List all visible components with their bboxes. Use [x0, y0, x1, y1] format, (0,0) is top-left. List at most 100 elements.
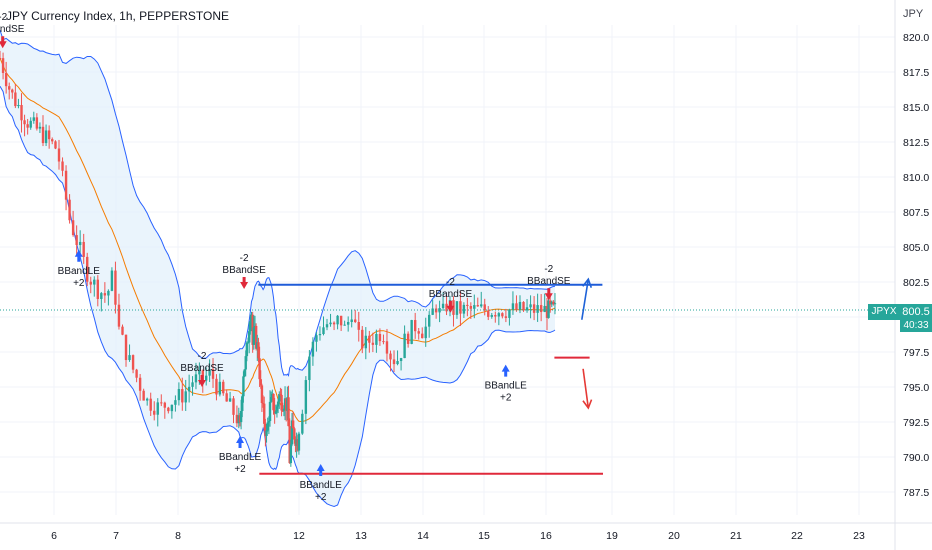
- bollinger-band-fill: [0, 30, 555, 507]
- y-tick-label-7: 802.5: [903, 277, 929, 289]
- candle-body: [552, 301, 555, 305]
- candle-body: [145, 398, 149, 401]
- candle-body: [269, 397, 273, 402]
- signal-label: BBandLE: [219, 452, 262, 463]
- candle-body: [11, 89, 14, 93]
- arrow-head-icon: [582, 399, 593, 410]
- candle-body: [282, 409, 286, 411]
- candle-body: [135, 369, 138, 378]
- candle-body: [47, 130, 51, 140]
- candle-76: [243, 369, 246, 378]
- x-tick-label-2: 8: [175, 530, 181, 542]
- candle-body: [260, 385, 264, 404]
- candle-133: [332, 321, 336, 331]
- signal-long-7: BBandLE+2: [485, 364, 527, 404]
- candle-body: [545, 305, 549, 318]
- candle-148: [385, 328, 389, 362]
- candle-body: [550, 301, 553, 305]
- candle-body: [304, 380, 308, 414]
- candle-189: [529, 295, 532, 319]
- basis-line: [0, 58, 556, 423]
- candle-body: [293, 428, 296, 440]
- candle-body: [452, 300, 455, 315]
- candle-body: [128, 355, 131, 361]
- arrow-shaft: [582, 368, 590, 409]
- candle-body: [181, 389, 184, 403]
- candle-195: [547, 297, 550, 319]
- candle-2: [4, 61, 8, 94]
- candle-body: [266, 422, 269, 431]
- candle-131: [325, 318, 329, 331]
- x-tick-label-1: 7: [113, 530, 119, 542]
- candle-150: [392, 350, 396, 373]
- candle-107: [279, 387, 282, 397]
- candle-36: [117, 293, 121, 330]
- candle-5: [14, 84, 17, 109]
- short-arrow-icon: [544, 288, 553, 301]
- x-tick-label-12: 23: [853, 530, 865, 542]
- candle-56: [187, 374, 191, 403]
- candle-143: [368, 330, 371, 353]
- candle-body: [281, 410, 284, 412]
- candle-66: [222, 379, 225, 396]
- candle-21: [64, 165, 68, 211]
- candle-58: [194, 362, 198, 390]
- candle-body: [350, 319, 353, 322]
- candle-body: [421, 333, 424, 339]
- candle-body: [177, 389, 181, 401]
- candle-body: [378, 333, 382, 342]
- candle-body: [232, 398, 235, 415]
- candle-160: [427, 311, 431, 338]
- candle-185: [515, 295, 518, 312]
- candle-139: [354, 309, 357, 324]
- candle-body: [121, 326, 124, 335]
- candle-body: [264, 423, 267, 436]
- candle-body: [539, 305, 543, 313]
- candle-body: [258, 358, 261, 380]
- candle-body: [245, 342, 249, 357]
- candle-body: [29, 120, 32, 128]
- candle-body: [142, 390, 145, 401]
- horizontal-levels: [0, 283, 895, 475]
- x-tick-label-7: 16: [540, 530, 552, 542]
- y-tick-label-10: 795.0: [903, 382, 929, 394]
- x-tick-label-5: 14: [417, 530, 429, 542]
- candle-136: [343, 320, 346, 326]
- candle-body: [17, 105, 20, 107]
- candle-14: [41, 115, 45, 147]
- candle-153: [403, 325, 406, 359]
- candle-body: [427, 314, 431, 327]
- candle-body: [445, 303, 448, 312]
- candle-body: [265, 430, 268, 436]
- candle-61: [204, 367, 208, 386]
- chart-title: JPY Currency Index, 1h, PEPPERSTONE: [6, 9, 229, 23]
- candle-34: [110, 267, 114, 292]
- candle-9: [26, 118, 29, 135]
- y-tick-label-5: 807.5: [903, 207, 929, 219]
- candle-body: [329, 322, 332, 325]
- x-tick-label-0: 6: [51, 530, 57, 542]
- candle-118: [291, 411, 295, 429]
- candle-body: [368, 335, 371, 343]
- candle-body: [357, 322, 360, 330]
- candle-63: [211, 358, 215, 388]
- candle-body: [86, 256, 89, 282]
- short-arrow-icon: [198, 375, 206, 387]
- candle-body: [518, 301, 522, 310]
- candle-179: [494, 311, 497, 323]
- candle-142: [364, 327, 368, 360]
- candle-body: [138, 377, 142, 391]
- candle-body: [483, 304, 486, 311]
- candle-body: [410, 320, 413, 344]
- candle-body: [23, 120, 26, 125]
- candle-167: [452, 296, 455, 327]
- candle-104: [275, 404, 279, 418]
- short-arrow-icon: [0, 36, 7, 49]
- candles: [0, 50, 557, 467]
- signal-label: BBandLE: [58, 266, 101, 277]
- signal-size: -2: [544, 264, 553, 275]
- candle-188: [525, 299, 529, 313]
- candle-67: [225, 389, 228, 402]
- signal-label: BBandSE: [527, 276, 571, 287]
